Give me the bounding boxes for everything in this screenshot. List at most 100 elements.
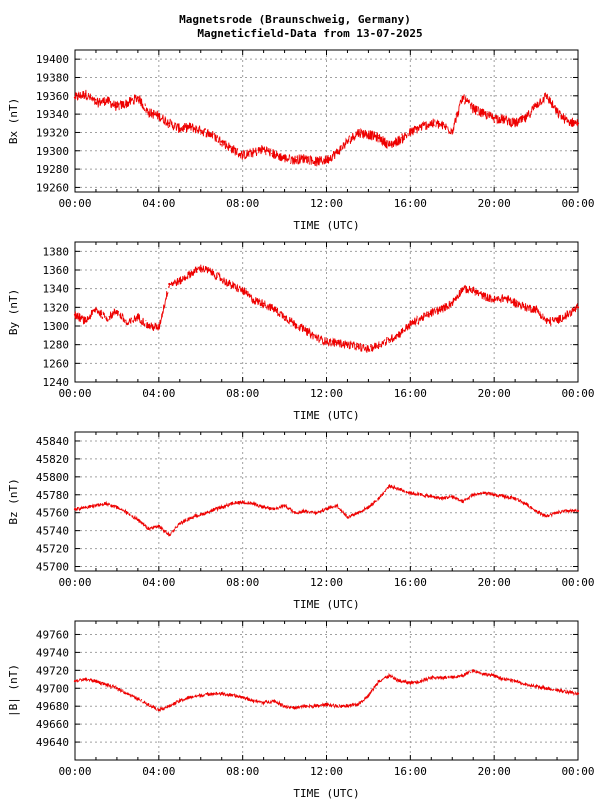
data-point [440, 308, 443, 311]
x-axis-label: TIME (UTC) [293, 219, 359, 232]
data-point [293, 511, 297, 514]
data-point [419, 125, 422, 129]
data-point [566, 690, 569, 693]
data-point [262, 302, 265, 305]
data-point [430, 495, 433, 498]
data-point [482, 491, 485, 495]
data-point [514, 679, 517, 683]
data-point [367, 506, 370, 509]
data-point [220, 278, 223, 281]
data-point [503, 118, 506, 121]
data-point [377, 343, 380, 346]
data-point [472, 669, 475, 672]
data-point [576, 509, 580, 513]
data-point [273, 699, 276, 702]
data-point [493, 116, 496, 119]
data-point [409, 131, 412, 134]
data-point [472, 289, 475, 292]
data-point [451, 676, 454, 679]
series-trace [74, 264, 578, 353]
data-point [136, 697, 139, 701]
data-point [451, 129, 454, 132]
data-point [273, 308, 276, 311]
y-tick-label: 19300 [36, 145, 69, 158]
data-point [451, 495, 454, 498]
y-tick-label: 49760 [36, 628, 69, 641]
y-tick-label: 1340 [43, 283, 70, 296]
x-tick-label: 04:00 [142, 197, 175, 210]
data-point [461, 96, 464, 99]
data-point [105, 99, 108, 102]
data-point [534, 103, 538, 107]
data-point [555, 511, 559, 514]
data-point [136, 96, 139, 99]
data-point [115, 105, 119, 108]
y-tick-label: 19280 [36, 163, 69, 176]
series-trace [74, 89, 579, 167]
data-point [325, 508, 328, 511]
data-point [388, 674, 391, 677]
data-point [566, 509, 569, 513]
data-point [126, 102, 129, 105]
y-tick-label: 49680 [36, 700, 69, 713]
data-point [503, 495, 506, 498]
data-point [115, 309, 119, 313]
data-point [210, 509, 213, 513]
data-point [147, 527, 150, 530]
data-point [461, 287, 464, 290]
data-point [136, 315, 139, 318]
y-tick-label: 49700 [36, 682, 69, 695]
panel-4: 00:00 04:00 08:00 12:00 16:00 20:00 00:00 49640… [7, 620, 595, 800]
data-point [293, 158, 297, 162]
data-point [493, 493, 496, 496]
data-point [231, 502, 234, 505]
data-point [189, 516, 192, 520]
x-tick-label: 08:00 [226, 197, 259, 210]
data-point [231, 284, 234, 287]
data-point [94, 102, 98, 105]
data-point [126, 511, 129, 514]
data-point [335, 705, 339, 708]
data-point [335, 504, 339, 507]
data-point [524, 117, 527, 120]
data-point [178, 127, 181, 130]
data-point [555, 688, 559, 692]
data-point [367, 133, 370, 136]
data-point [94, 308, 98, 311]
data-point [335, 341, 339, 344]
data-point [346, 705, 349, 708]
y-tick-label: 1260 [43, 357, 70, 370]
data-point [409, 323, 412, 326]
data-point [168, 122, 171, 125]
data-point [304, 509, 307, 513]
data-point [283, 504, 286, 507]
panels-group: 00:00 04:00 08:00 12:00 16:00 20:00 00:00 19260… [7, 49, 595, 800]
data-point [472, 107, 475, 110]
data-point [262, 506, 265, 509]
data-point [325, 158, 328, 162]
data-point [126, 692, 129, 695]
data-point [84, 506, 87, 509]
data-point [220, 140, 223, 143]
x-tick-label: 00:00 [58, 765, 91, 778]
panel-3: 00:00 04:00 08:00 12:00 16:00 20:00 00:00 45700… [7, 431, 595, 611]
y-tick-label: 45820 [36, 453, 69, 466]
data-point [388, 484, 391, 487]
data-point [168, 282, 171, 286]
data-point [545, 320, 548, 323]
data-point [314, 336, 318, 339]
data-point [252, 151, 255, 154]
x-axis-label: TIME (UTC) [293, 598, 359, 611]
data-point [147, 703, 150, 706]
data-point [231, 694, 234, 697]
data-point [346, 140, 349, 143]
data-point [157, 326, 160, 329]
data-point [157, 114, 160, 118]
data-point [115, 506, 119, 509]
y-tick-label: 45720 [36, 543, 69, 556]
data-point [293, 323, 297, 326]
data-point [178, 522, 181, 525]
x-tick-label: 20:00 [478, 576, 511, 589]
data-point [503, 678, 506, 681]
